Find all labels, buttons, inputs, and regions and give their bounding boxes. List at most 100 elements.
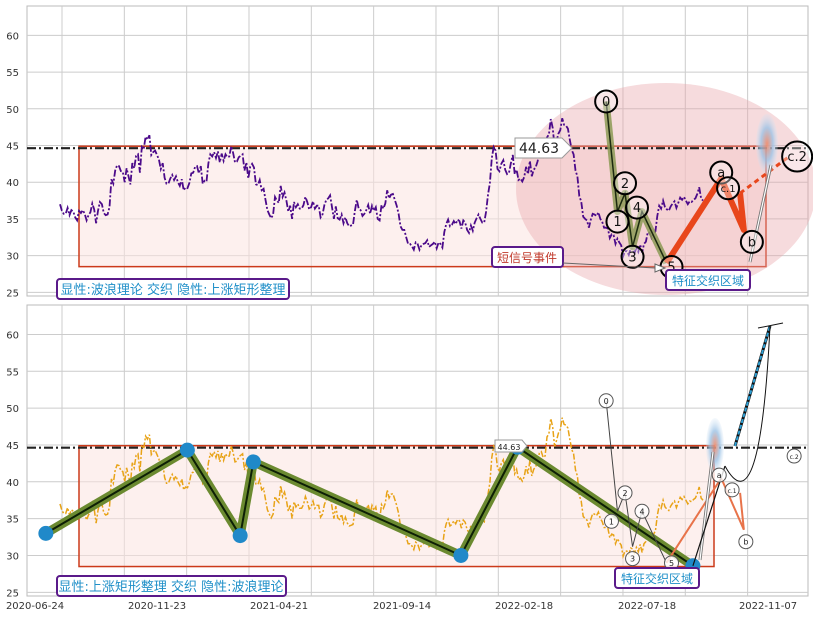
signal-pointer-head [654, 263, 667, 273]
wave-point-label: 2 [621, 177, 629, 192]
wave-point-label: c.1 [721, 184, 736, 195]
y-tick-label: 50 [6, 404, 19, 415]
wave-point-marker [781, 140, 813, 173]
wave-point-label: c.2 [787, 150, 807, 165]
wave-point-marker-small [786, 448, 802, 464]
wave-point-label: 0 [602, 95, 610, 110]
target-glow [706, 418, 724, 474]
wave-point-label-small: c.1 [728, 488, 737, 495]
wave-point-marker [739, 229, 764, 254]
zone-label-box [665, 269, 751, 291]
wave-point-marker-small [603, 513, 619, 529]
wave-point-marker-small [724, 482, 740, 498]
price-callout-label: 44.63 [519, 141, 559, 157]
y-tick-label: 55 [6, 68, 19, 79]
legend-text-bottom: 显性:上涨矩形整理 交织 隐性:波浪理论 [58, 579, 283, 595]
rectangle-pivot-point [38, 525, 54, 541]
wave-point-label-small: c.2 [790, 454, 799, 461]
wave-point-label-small: 5 [669, 559, 674, 568]
x-tick-label: 2020-06-24 [6, 601, 64, 612]
legend-box-top [56, 278, 290, 300]
wave-point-label: 1 [613, 215, 621, 230]
wave-point-marker-small [598, 393, 614, 409]
legend-text-top: 显性:波浪理论 交织 隐性:上涨矩形整理 [60, 282, 285, 298]
rectangle-pattern-box [78, 145, 767, 268]
wave-point-marker [620, 244, 645, 269]
y-tick-label: 45 [6, 141, 19, 152]
y-tick-label: 35 [6, 515, 19, 526]
wave-point-label-small: a [717, 471, 722, 480]
wave-point-label-small: 4 [639, 507, 644, 516]
y-tick-label: 25 [6, 588, 19, 599]
target-line [734, 325, 771, 447]
wave-point-label-small: 1 [609, 517, 614, 526]
target-arc [724, 325, 771, 482]
y-tick-label: 30 [6, 252, 19, 263]
rectangle-pivot-point [179, 442, 195, 458]
wave-correction-line-small [665, 476, 745, 564]
wave-point-marker-small [634, 503, 650, 519]
signal-event-label: 短信号事件 [497, 251, 557, 265]
y-tick-label: 40 [6, 178, 19, 189]
y-tick-label: 50 [6, 105, 19, 116]
x-tick-label: 2020-11-23 [128, 601, 186, 612]
rectangle-pivot-point [245, 454, 261, 470]
y-tick-label: 35 [6, 215, 19, 226]
rectangle-pattern-box [78, 444, 715, 568]
wave-point-label: 3 [628, 250, 636, 265]
y-tick-label: 25 [6, 288, 19, 299]
x-tick-label: 2021-09-14 [373, 601, 431, 612]
wave-point-label-small: b [743, 538, 748, 547]
target-cap [757, 322, 784, 329]
y-tick-label: 45 [6, 441, 19, 452]
x-tick-label: 2022-07-18 [618, 601, 676, 612]
wave-point-label: a [717, 166, 725, 181]
y-tick-label: 40 [6, 478, 19, 489]
y-tick-label: 55 [6, 367, 19, 378]
wave-correction-line [663, 175, 747, 265]
x-tick-label: 2021-04-21 [250, 601, 308, 612]
rectangle-pivot-point [453, 547, 469, 563]
wave-point-marker [613, 171, 638, 196]
zone-label-text: 特征交织区域 [621, 571, 693, 586]
y-tick-label: 60 [6, 330, 19, 341]
signal-pointer [562, 262, 656, 269]
price-callout-box [514, 137, 573, 159]
wave-point-label: 5 [667, 261, 675, 276]
wave-point-marker-small [738, 534, 754, 550]
wave-point-label: 4 [633, 201, 641, 216]
x-tick-label: 2022-11-07 [739, 601, 797, 612]
zone-label-box [614, 567, 700, 589]
wave-point-label-small: 0 [604, 397, 609, 406]
wave-region-ellipse [516, 83, 813, 295]
wave-point-marker-small [711, 467, 727, 483]
projection-pointer-inner [749, 164, 772, 263]
target-glow [756, 114, 778, 174]
wave-projection-line [739, 155, 791, 195]
price-callout-box-small [494, 439, 528, 453]
wave-point-label-small: 3 [630, 555, 635, 564]
wave-point-marker-small [617, 485, 633, 501]
y-tick-label: 30 [6, 551, 19, 562]
wave-point-label-small: 2 [622, 489, 627, 498]
legend-box-bottom [56, 575, 287, 597]
wave-point-marker [594, 89, 619, 114]
wave-point-marker-small [625, 551, 641, 567]
price-series-line [59, 417, 704, 560]
projection-pointer-inner [699, 451, 714, 561]
wave-point-marker [716, 176, 741, 201]
breakout-line [692, 465, 726, 566]
wave-point-marker [624, 195, 649, 220]
price-callout-label-small: 44.63 [498, 443, 521, 452]
zone-label-text: 特征交织区域 [672, 273, 744, 288]
price-series-line [59, 118, 704, 260]
rectangle-pivot-point [232, 528, 248, 544]
x-tick-label: 2022-02-18 [495, 601, 553, 612]
y-tick-label: 60 [6, 31, 19, 42]
wave-point-label: b [748, 236, 756, 251]
wave-point-marker [605, 209, 630, 234]
wave-impulse-line-small [605, 400, 667, 564]
signal-event-box [491, 246, 564, 268]
